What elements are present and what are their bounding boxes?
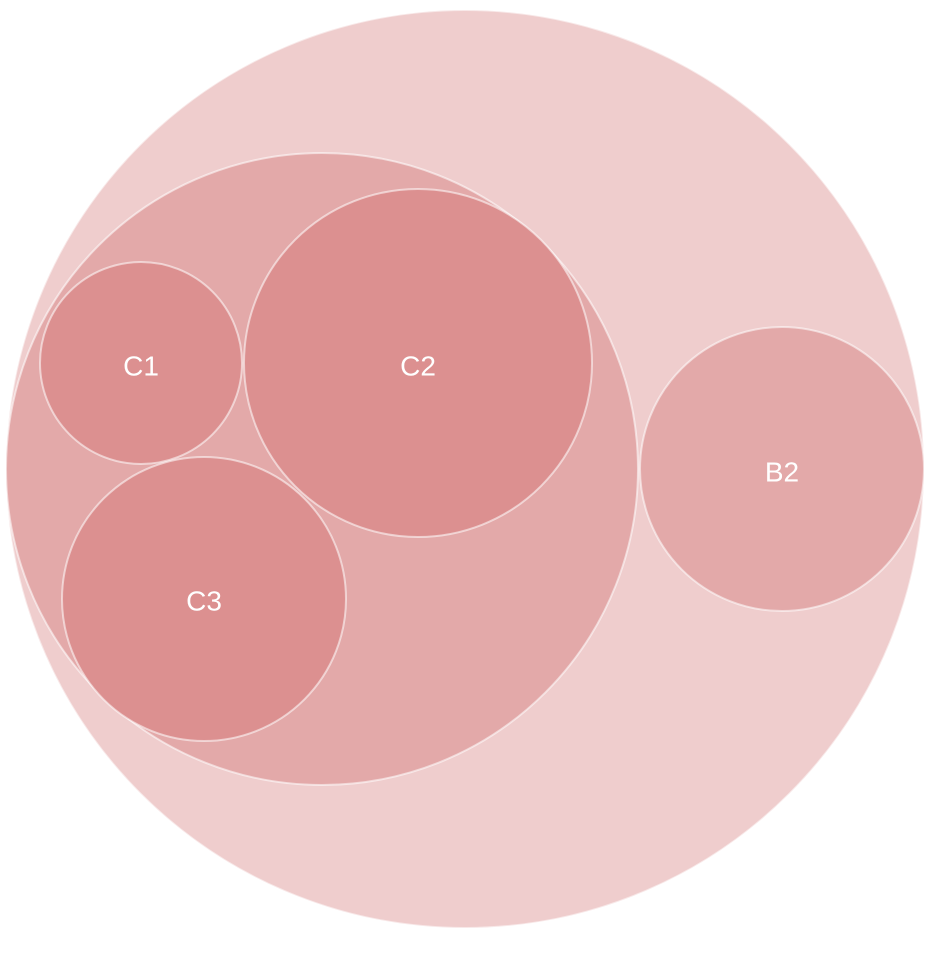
node-b2-label: B2 bbox=[765, 457, 799, 488]
node-b2-circle bbox=[639, 326, 925, 612]
node-c2-circle bbox=[243, 188, 593, 538]
node-c1-label: C1 bbox=[123, 351, 159, 382]
node-c3-label: C3 bbox=[186, 586, 222, 617]
node-c3-circle bbox=[61, 456, 347, 742]
node-c1-circle bbox=[39, 261, 243, 465]
node-c2-label: C2 bbox=[400, 351, 436, 382]
